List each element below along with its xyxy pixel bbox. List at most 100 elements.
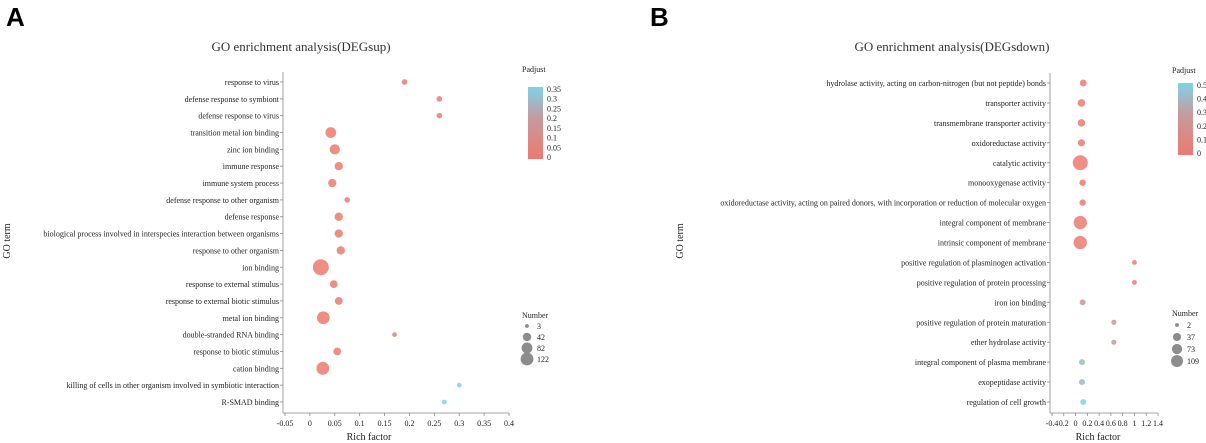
x-tick-label: 0.4 (1094, 419, 1104, 428)
padjust-tick-label: 0.3 (547, 95, 557, 104)
x-tick-label: 0.15 (378, 419, 392, 428)
panel-b-points (1072, 79, 1137, 405)
data-point (334, 229, 343, 238)
category-label: exopeptidase activity (978, 378, 1046, 387)
panel-b-letter: B (650, 2, 669, 32)
panel-a-points (312, 79, 462, 405)
padjust-tick-label: 0.15 (547, 124, 561, 133)
x-tick-label: 0.1 (355, 419, 365, 428)
x-tick-label: 0.4 (504, 419, 514, 428)
number-legend-label: 2 (1187, 321, 1191, 330)
category-label: transition metal ion binding (190, 129, 279, 138)
category-label: ether hydrolase activity (971, 338, 1046, 347)
padjust-tick-label: 0 (1197, 149, 1201, 158)
category-label: response to other organism (193, 246, 280, 255)
category-label: transmembrane transporter activity (934, 119, 1046, 128)
panel-b-category-labels: hydrolase activity, acting on carbon-nit… (720, 73, 1051, 413)
category-label: response to virus (225, 78, 279, 87)
panel-a-padjust-legend-title: Padjust (522, 65, 546, 74)
data-point (1073, 215, 1087, 230)
panel-b: B GO enrichment analysis(DEGsdown) GO te… (650, 2, 1206, 443)
category-label: double-stranded RNA binding (183, 331, 279, 340)
data-point (1079, 179, 1086, 186)
data-point (392, 332, 397, 338)
data-point (325, 127, 337, 138)
category-label: monooxygenase activity (968, 179, 1046, 188)
x-tick-label: 0 (1074, 419, 1078, 428)
data-point (1072, 155, 1088, 171)
number-legend-circle (1171, 343, 1183, 355)
x-tick-label: 0 (308, 419, 312, 428)
panel-a-category-labels: response to virus defense response to sym… (43, 72, 284, 413)
category-label: defense response to symbiont (185, 95, 280, 104)
x-tick-label: 0.8 (1118, 419, 1128, 428)
category-label: regulation of cell growth (967, 398, 1046, 407)
data-point (1079, 79, 1087, 87)
panel-a-padjust-legend: Padjust 0.350.30.250.20.150.10.050 (522, 65, 561, 162)
panel-a-xlabel: Rich factor (347, 432, 392, 443)
data-point (1132, 279, 1137, 285)
x-tick-label: 0.2 (1082, 419, 1092, 428)
data-point (333, 347, 342, 356)
category-label: defense response to other organism (166, 196, 279, 205)
data-point (401, 79, 408, 85)
padjust-tick-label: 0.1 (1197, 135, 1206, 144)
category-label: immune system process (203, 179, 279, 188)
category-label: ion binding (242, 263, 279, 272)
category-label: immune response (223, 162, 280, 171)
category-label: oxidoreductase activity (972, 139, 1046, 148)
panel-a-number-legend-title: Number (522, 311, 549, 320)
data-point (312, 259, 329, 276)
data-point (334, 162, 343, 171)
data-point (1077, 99, 1086, 107)
number-legend-circle (522, 332, 532, 342)
data-point (328, 178, 337, 188)
data-point (436, 112, 443, 119)
number-legend-label: 42 (537, 333, 545, 342)
padjust-tick-label: 0.4 (1197, 95, 1206, 104)
data-point (1132, 260, 1137, 265)
category-label: biological process involved in interspec… (43, 230, 279, 239)
padjust-tick-label: 0 (547, 153, 551, 162)
padjust-tick-label: 0.2 (547, 114, 557, 123)
x-tick-label: 1.4 (1153, 419, 1163, 428)
panel-b-number-legend-title: Number (1172, 309, 1199, 318)
data-point (334, 297, 343, 305)
padjust-tick-label: 0.25 (547, 104, 561, 113)
category-label: hydrolase activity, acting on carbon-nit… (826, 79, 1046, 88)
category-label: response to external biotic stimulus (166, 297, 279, 306)
category-label: response to external stimulus (186, 280, 279, 289)
category-label: killing of cells in other organism invol… (67, 381, 279, 390)
padjust-tick-label: 0.2 (1197, 122, 1206, 131)
panel-a: A GO enrichment analysis(DEGsup) GO term… (2, 2, 561, 443)
x-tick-label: 1.2 (1141, 419, 1151, 428)
category-label: positive regulation of protein maturatio… (916, 318, 1046, 327)
x-tick-label: 0.2 (1059, 419, 1069, 428)
number-legend-label: 73 (1187, 345, 1195, 354)
category-label: intrinsic component of membrane (938, 239, 1047, 248)
data-point (1079, 299, 1086, 306)
data-point (1111, 319, 1117, 325)
panel-a-letter: A (6, 2, 25, 32)
number-legend-circle (520, 352, 534, 366)
category-label: oxidoreductase activity, acting on paire… (720, 199, 1046, 208)
data-point (316, 311, 330, 325)
panel-b-x-axis: -0.4 0.2 0 0.2 0.4 0.6 0.8 1 1.2 1.4 (1046, 412, 1163, 428)
number-legend-label: 3 (537, 322, 541, 331)
number-legend-circle (521, 342, 533, 354)
x-tick-label: 0.2 (404, 419, 414, 428)
panel-a-ylabel: GO term (2, 223, 13, 258)
data-point (329, 144, 340, 155)
category-label: transporter activity (985, 99, 1046, 108)
category-label: R-SMAD binding (221, 398, 279, 407)
number-legend-label: 109 (1187, 357, 1199, 366)
padjust-tick-label: 0.35 (547, 85, 561, 94)
x-tick-label: -0.4 (1046, 419, 1059, 428)
category-label: metal ion binding (223, 314, 279, 323)
panel-a-title: GO enrichment analysis(DEGsup) (211, 39, 390, 54)
data-point (1077, 119, 1086, 127)
category-label: iron ion binding (994, 298, 1046, 307)
data-point (1073, 235, 1087, 250)
x-tick-label: -0.05 (277, 419, 294, 428)
